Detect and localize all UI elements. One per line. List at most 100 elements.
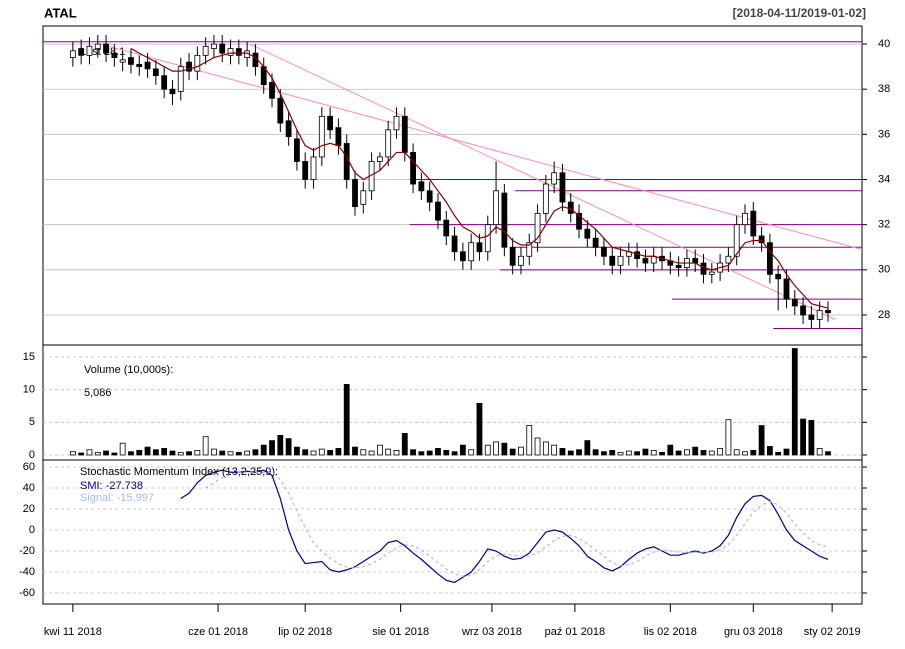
- volume-bar: [152, 449, 159, 456]
- y-tick-label: 0: [29, 524, 35, 536]
- candle-body: [277, 97, 284, 124]
- candle-body: [401, 115, 408, 153]
- volume-bar: [244, 450, 251, 456]
- volume-bar: [194, 450, 201, 456]
- volume-bar: [294, 446, 300, 456]
- volume-bar: [128, 451, 134, 456]
- volume-bar: [393, 450, 400, 456]
- y-tick-label: -40: [19, 566, 35, 578]
- volume-bar: [783, 448, 790, 456]
- volume-bar: [742, 451, 748, 456]
- candle-body: [451, 235, 458, 253]
- y-tick-label: 38: [878, 83, 890, 95]
- volume-bar: [576, 449, 582, 456]
- volume-bar: [667, 444, 674, 456]
- candle-body: [186, 61, 192, 72]
- candle-body: [708, 271, 715, 275]
- volume-bar: [269, 440, 275, 456]
- candle-body: [119, 59, 126, 63]
- candle-body: [468, 242, 475, 262]
- volume-bar: [592, 449, 599, 456]
- y-tick-label: -20: [19, 545, 35, 557]
- volume-last: 5,086: [84, 387, 112, 399]
- volume-bar: [443, 450, 450, 456]
- x-tick-label: cze 01 2018: [188, 626, 248, 638]
- x-tick-label: wrz 03 2018: [461, 626, 522, 638]
- legend-entry: Signal: -15.997: [80, 492, 154, 504]
- volume-bar: [484, 444, 491, 456]
- volume-bar: [426, 450, 433, 456]
- candle-body: [211, 43, 217, 49]
- candle-body: [825, 310, 831, 314]
- volume-bar: [252, 449, 259, 456]
- candle-body: [592, 237, 599, 248]
- volume-bar: [136, 450, 143, 456]
- candle-body: [177, 66, 184, 92]
- candle-body: [617, 255, 624, 266]
- y-tick-label: 0: [29, 449, 35, 461]
- candle-body: [376, 156, 383, 162]
- x-tick-label: kwi 11 2018: [44, 626, 102, 638]
- volume-title: Volume (10,000s):: [84, 364, 173, 376]
- candle-body: [227, 48, 234, 56]
- volume-bar: [791, 348, 798, 456]
- candle-body: [302, 161, 309, 180]
- y-tick-label: 5: [29, 416, 35, 428]
- candle-body: [609, 255, 616, 266]
- candle-body: [725, 255, 732, 264]
- volume-bar: [601, 451, 607, 456]
- volume-bar: [235, 451, 242, 456]
- volume-bar: [119, 442, 126, 456]
- legend-entry: SMI: -27.738: [80, 480, 143, 492]
- volume-bar: [285, 438, 292, 456]
- candle-body: [800, 305, 806, 316]
- volume-bar: [534, 437, 541, 456]
- candle-body: [235, 48, 242, 56]
- volume-bar: [310, 450, 317, 456]
- y-tick-label: 28: [878, 309, 890, 321]
- volume-bar: [800, 418, 806, 456]
- volume-bar: [335, 448, 342, 456]
- candle-body: [327, 115, 334, 131]
- volume-bar: [169, 450, 176, 456]
- candle-body: [634, 251, 641, 259]
- candle-body: [194, 54, 201, 72]
- candle-body: [509, 246, 516, 266]
- volume-bar: [675, 450, 682, 456]
- candle-body: [675, 264, 682, 268]
- volume-bar: [219, 450, 226, 456]
- volume-bar: [684, 449, 690, 456]
- candle-body: [136, 63, 143, 68]
- candle-body: [551, 172, 558, 185]
- volume-bar: [211, 448, 217, 456]
- candle-body: [559, 172, 566, 203]
- candle-body: [161, 75, 168, 90]
- y-tick-label: 60: [23, 461, 35, 473]
- candle-body: [816, 310, 823, 320]
- x-tick-label: gru 03 2018: [724, 626, 783, 638]
- candle-body: [576, 212, 582, 230]
- candle-body: [269, 82, 275, 99]
- candle-body: [393, 115, 400, 131]
- candle-body: [526, 242, 533, 257]
- candle-body: [692, 258, 699, 264]
- candle-body: [642, 258, 649, 264]
- x-tick-label: sie 01 2018: [372, 626, 429, 638]
- candle-body: [601, 246, 607, 257]
- candle-body: [775, 273, 782, 280]
- candle-body: [791, 298, 798, 307]
- volume-bar: [260, 444, 267, 456]
- candle-body: [360, 190, 367, 205]
- candle-body: [294, 138, 300, 162]
- candle-body: [808, 314, 815, 320]
- x-tick-label: lip 02 2018: [278, 626, 332, 638]
- y-tick-label: 10: [23, 384, 35, 396]
- volume-bar: [642, 448, 649, 456]
- candle-body: [542, 183, 549, 214]
- y-tick-label: 15: [23, 351, 35, 363]
- volume-bar: [625, 450, 632, 456]
- volume-bar: [717, 448, 724, 456]
- candle-body: [758, 235, 765, 244]
- chart-title: ATAL: [44, 5, 77, 20]
